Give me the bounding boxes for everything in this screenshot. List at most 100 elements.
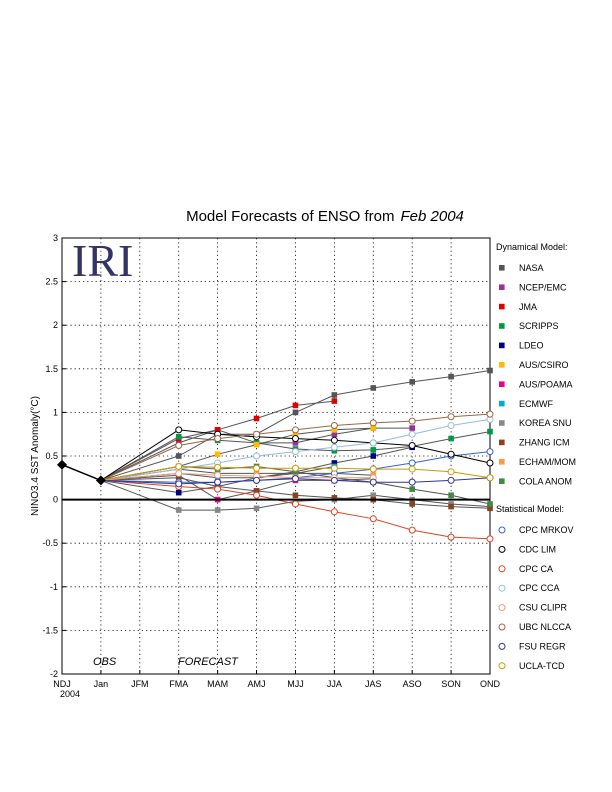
series-cpc-ca: [100, 479, 494, 543]
data-point: [408, 526, 416, 534]
data-point: [331, 427, 338, 433]
data-point: [214, 485, 222, 493]
series-line: [100, 446, 413, 494]
y-tick-label: -1.5: [42, 625, 58, 635]
series-cpc-cca: [100, 415, 494, 481]
observed-point: [57, 459, 67, 470]
legend-label: CPC CA: [519, 564, 553, 574]
data-point: [175, 426, 183, 434]
legend-label: ZHANG ICM: [519, 438, 570, 448]
data-point: [408, 465, 416, 473]
data-point: [408, 417, 416, 425]
data-point: [331, 398, 338, 404]
data-point: [370, 447, 377, 453]
data-point: [253, 415, 260, 422]
legend-marker: [499, 478, 505, 484]
legend-marker: [499, 439, 505, 446]
data-point: [370, 425, 377, 431]
legend-marker: [498, 623, 506, 631]
x-tick-label: JAS: [365, 679, 382, 689]
x-axis-year-label: 2004: [60, 689, 80, 699]
observed-line: [61, 464, 102, 482]
y-tick-label: 1: [53, 407, 58, 417]
data-point: [331, 460, 338, 466]
data-point: [253, 505, 260, 512]
legend-statistical-title: Statistical Model:: [496, 504, 564, 514]
data-point: [253, 430, 261, 438]
legend-label: AUS/CSIRO: [519, 360, 569, 370]
legend-marker: [498, 584, 506, 592]
data-point: [253, 488, 260, 494]
data-point: [408, 478, 416, 486]
legend-label: NCEP/EMC: [519, 282, 567, 292]
data-point: [409, 425, 415, 431]
data-point: [175, 453, 182, 459]
x-axis-ticks: NDJ Jan JFM FMA MAM AMJ MJJ JJA JAS ASO SON OND: [53, 670, 501, 689]
series-line: [100, 465, 491, 505]
data-point: [330, 443, 338, 451]
y-axis-label: NINO3.4 SST Anomaly(°C): [30, 396, 41, 516]
series-line: [100, 451, 491, 483]
legend-label: COLA ANOM: [519, 476, 572, 486]
data-point: [330, 464, 338, 472]
legend-marker: [499, 284, 505, 290]
series-fsu-regr: [100, 474, 494, 488]
data-point: [175, 489, 182, 496]
data-point: [292, 492, 299, 499]
data-point: [330, 421, 338, 429]
x-tick-label: OND: [480, 679, 501, 689]
data-point: [408, 430, 416, 438]
data-point: [253, 452, 261, 460]
obs-phase-label: OBS: [93, 656, 117, 668]
legend-label: CSU CLIPR: [519, 603, 568, 613]
legend-label: CDC LIM: [519, 544, 556, 554]
y-tick-label: 3: [53, 233, 58, 243]
data-point: [253, 476, 261, 484]
data-point: [291, 500, 299, 508]
data-point: [447, 476, 455, 484]
legend-label: CPC CCA: [519, 583, 560, 593]
legend-label: UBC NLCCA: [519, 622, 571, 632]
x-tick-label: FMA: [169, 679, 188, 689]
plot-area: [61, 237, 491, 675]
data-point: [253, 464, 261, 472]
data-point: [175, 507, 182, 513]
legend-label: LDEO: [519, 341, 544, 351]
data-point: [291, 435, 299, 443]
data-point: [331, 431, 338, 437]
y-axis-ticks: 3 2.5 2 1.5 1 0.5 0 -0.5 -1 -1.5 -2: [42, 233, 66, 679]
y-tick-label: 2: [53, 320, 58, 330]
data-point: [369, 439, 377, 447]
data-point: [487, 367, 493, 374]
data-point: [448, 435, 454, 442]
legend-marker: [498, 604, 506, 612]
legend-marker: [499, 381, 505, 387]
x-tick-label: AMJ: [248, 679, 266, 689]
data-point: [214, 435, 222, 443]
data-point: [487, 428, 493, 435]
data-point: [486, 459, 494, 467]
data-point: [292, 402, 299, 409]
data-point: [370, 453, 377, 459]
legend-marker: [499, 420, 505, 426]
legend: NASA NCEP/EMC JMA SCRIPPS LDEO AUS/CSIRO AUS/P…: [498, 263, 576, 671]
data-point: [214, 507, 221, 513]
series-ucla-tcd: [100, 462, 494, 482]
data-point: [330, 436, 338, 444]
chart-title-main: Model Forecasts of ENSO from: [186, 208, 394, 225]
legend-dynamical-title: Dynamical Model:: [496, 242, 568, 252]
series-layer: [100, 367, 494, 543]
data-point: [330, 476, 338, 484]
legend-label: JMA: [519, 302, 537, 312]
legend-marker: [498, 642, 506, 650]
legend-marker: [499, 265, 505, 271]
data-point: [331, 392, 338, 398]
data-point: [447, 533, 455, 541]
legend-label: ECHAM/MOM: [519, 457, 576, 467]
data-point: [291, 464, 299, 472]
x-tick-label: JFM: [131, 679, 149, 689]
data-point: [369, 515, 377, 523]
logo: IRI: [72, 235, 133, 286]
data-point: [370, 385, 377, 391]
data-point: [369, 465, 377, 473]
